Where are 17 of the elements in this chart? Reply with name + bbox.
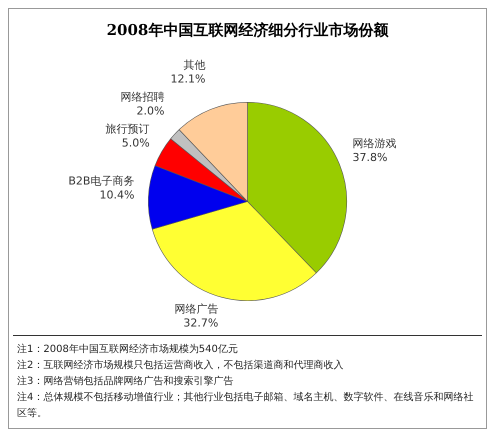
data-label: 32.7%	[183, 316, 218, 330]
slice-label: 网络游戏	[352, 137, 396, 150]
data-label: 10.4%	[99, 188, 134, 202]
slice-label: 旅行预订	[106, 122, 150, 136]
slice-label: B2B电子商务	[68, 174, 134, 188]
slice-label: 网络广告	[174, 302, 218, 316]
text: 注3：网络营销包括品牌网络广告和搜索引擎广告	[17, 374, 234, 389]
text: 注4：总体规模不包括移动增值行业；其他行业包括电子邮箱、域名主机、数字软件、在线音乐和网络社区等。	[17, 390, 474, 421]
text: 注2：互联网经济市场规模只包括运营商收入，不包括渠道商和代理商收入	[17, 358, 344, 373]
slice-label: 其他	[184, 58, 206, 72]
data-label: 2.0%	[136, 104, 164, 118]
data-label: 37.8%	[352, 151, 388, 164]
slice-label: 网络招聘	[120, 90, 164, 104]
data-label: 5.0%	[122, 136, 150, 150]
chart-title: 2008年中国互联网经济细分行业市场份额	[106, 21, 390, 40]
data-label: 12.1%	[170, 72, 206, 86]
text: 注1：2008年中国互联网经济市场规模为540亿元	[17, 342, 239, 357]
